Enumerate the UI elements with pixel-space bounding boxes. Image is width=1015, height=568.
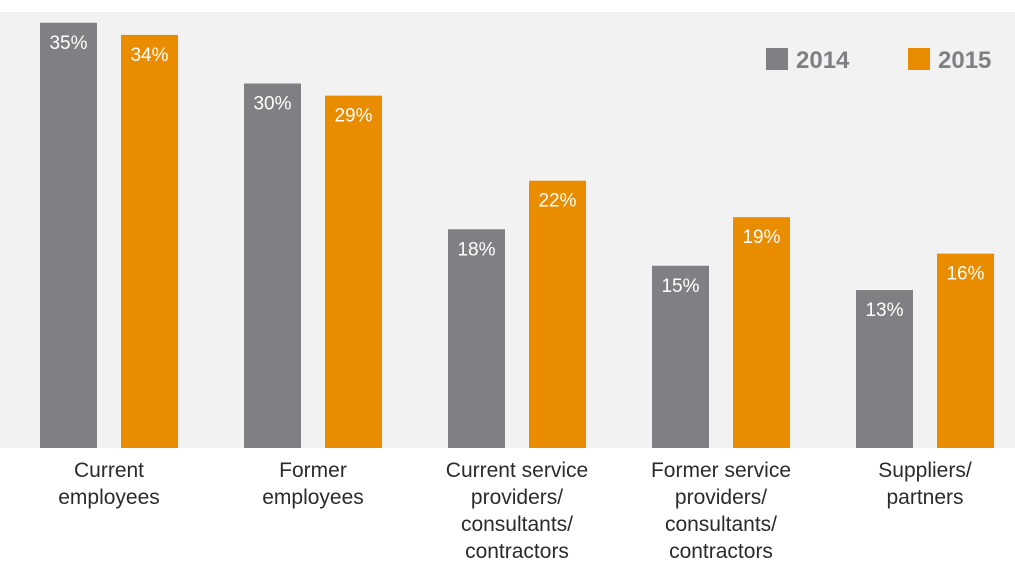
category-label-3-line-2: consultants/ [665,513,777,536]
bars-layer [40,22,994,449]
bar-label-2015-3: 19% [742,227,780,248]
category-label-1-line-0: Former [279,459,347,482]
category-label-2-line-2: consultants/ [461,513,573,536]
category-label-0-line-1: employees [58,486,160,509]
bar-2014-1 [244,83,301,448]
category-labels-layer: Current employees Former employees Current s… [58,459,972,563]
bar-2015-4 [937,253,994,448]
category-label-2-line-3: contractors [465,540,569,563]
legend-label-2015: 2015 [938,47,991,74]
category-label-1-line-1: employees [262,486,364,509]
category-label-0-line-0: Current [74,459,144,482]
bar-label-2014-3: 15% [661,276,699,297]
bar-label-2015-4: 16% [946,264,984,285]
bar-label-2014-0: 35% [49,33,87,54]
bar-label-2014-1: 30% [253,94,291,115]
bar-2015-3 [733,217,790,448]
bar-2014-3 [652,265,709,448]
legend-swatch-2015 [908,48,930,70]
bar-2014-2 [448,229,505,448]
category-label-4-line-0: Suppliers/ [878,459,972,482]
bar-label-2014-4: 13% [865,300,903,321]
bar-2015-0 [121,34,178,449]
category-label-3-line-0: Former service [651,459,791,482]
bar-2015-2 [529,180,586,448]
bar-label-2015-0: 34% [130,45,168,66]
bar-labels-layer: 35% 34% 30% 29% 18% 22% 15% 19% 13% 16% [49,33,984,321]
category-label-4-line-1: partners [886,486,963,509]
legend-swatch-2014 [766,48,788,70]
bar-2015-1 [325,95,382,449]
bar-label-2015-1: 29% [334,106,372,127]
bar-label-2014-2: 18% [457,239,495,260]
category-label-3-line-3: contractors [669,540,773,563]
bar-2014-0 [40,22,97,448]
category-label-2-line-1: providers/ [471,486,563,509]
legend-label-2014: 2014 [796,47,850,74]
category-label-3-line-1: providers/ [675,486,767,509]
legend: 2014 2015 [766,47,991,74]
bar-label-2015-2: 22% [538,191,576,212]
category-label-2-line-0: Current service [446,459,588,482]
bar-2014-4 [856,290,913,448]
